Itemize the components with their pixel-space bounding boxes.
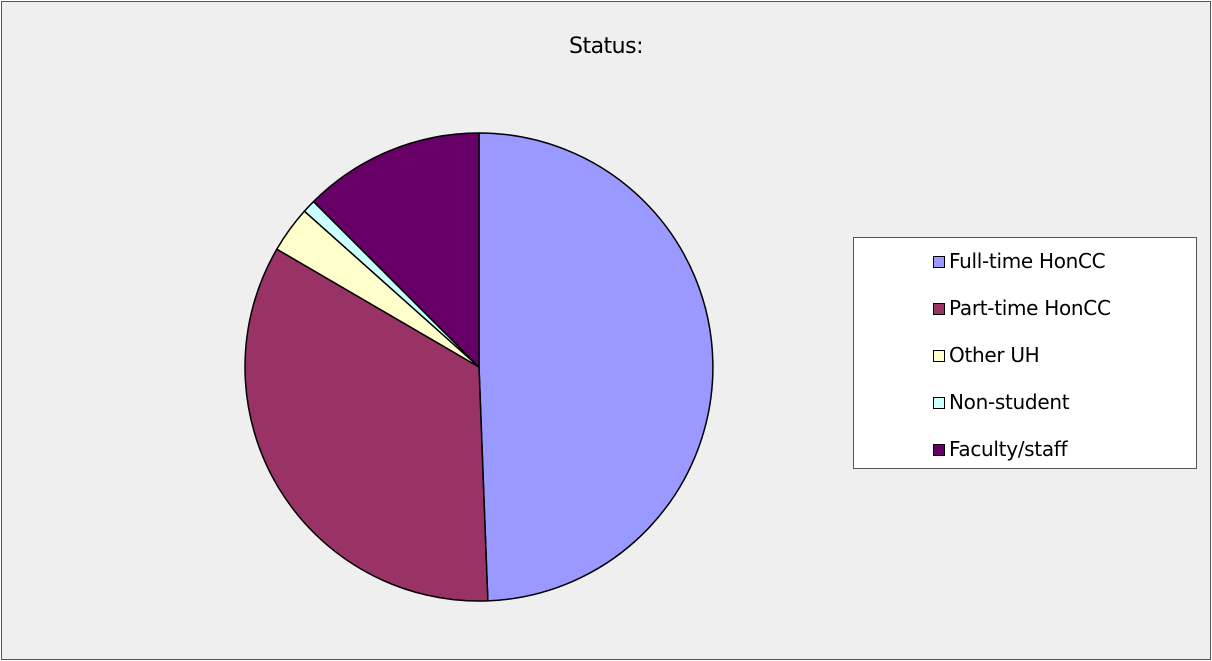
- legend-label: Other UH: [949, 343, 1040, 367]
- legend-swatch: [933, 397, 945, 409]
- chart-legend: Full-time HonCC Part-time HonCC Other UH No…: [853, 237, 1197, 469]
- legend-item-faculty-staff: Faculty/staff: [854, 438, 1196, 485]
- legend-item-part-time-honcc: Part-time HonCC: [854, 297, 1196, 344]
- legend-label: Part-time HonCC: [949, 296, 1111, 320]
- legend-swatch: [933, 303, 945, 315]
- pie-slice-faculty-staff: [312, 132, 480, 368]
- legend-label: Faculty/staff: [949, 437, 1068, 461]
- legend-swatch: [933, 256, 945, 268]
- legend-label: Full-time HonCC: [949, 249, 1106, 273]
- legend-item-non-student: Non-student: [854, 391, 1196, 438]
- pie-slice-full-time-honcc: [478, 132, 714, 602]
- legend-item-full-time-honcc: Full-time HonCC: [854, 250, 1196, 297]
- legend-item-other-uh: Other UH: [854, 344, 1196, 391]
- legend-label: Non-student: [949, 390, 1070, 414]
- chart-title: Status:: [568, 34, 644, 59]
- legend-swatch: [933, 350, 945, 362]
- legend-swatch: [933, 444, 945, 456]
